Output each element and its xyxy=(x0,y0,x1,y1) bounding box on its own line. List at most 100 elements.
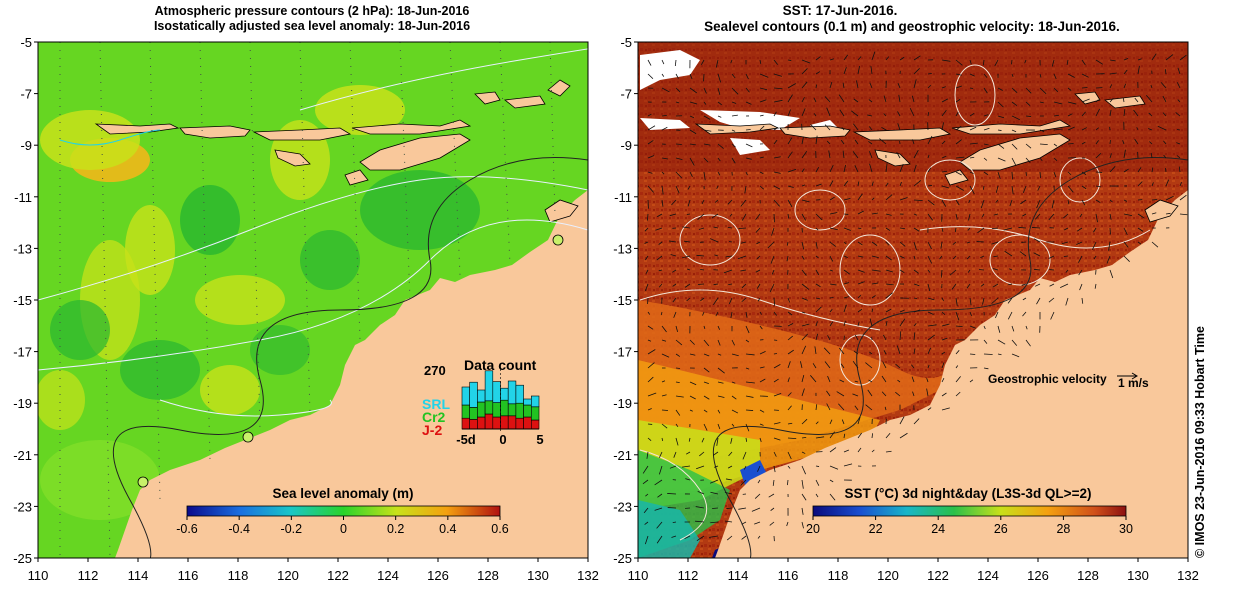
velocity-arrow xyxy=(675,73,679,79)
sla-anomaly-patches xyxy=(38,85,480,520)
velocity-arrow xyxy=(767,241,775,249)
velocity-arrow xyxy=(870,66,873,75)
velocity-arrow xyxy=(955,311,960,321)
velocity-arrow xyxy=(710,491,719,495)
tide-gauge-markers xyxy=(137,234,564,488)
velocity-arrow xyxy=(669,240,677,243)
velocity-arrow xyxy=(755,227,761,233)
velocity-arrow xyxy=(1008,283,1013,286)
velocity-arrow xyxy=(1066,59,1069,65)
velocity-arrow xyxy=(843,67,847,75)
velocity-arrow xyxy=(703,143,711,146)
x-tick-label: 120 xyxy=(277,568,299,583)
velocity-arrow xyxy=(983,114,989,117)
velocity-arrow xyxy=(1051,199,1055,209)
velocity-arrow xyxy=(1109,109,1112,117)
velocity-arrow xyxy=(801,323,810,327)
velocity-arrow xyxy=(815,255,819,259)
velocity-arrow xyxy=(672,269,677,273)
velocity-arrow xyxy=(1011,87,1018,93)
velocity-arrow xyxy=(674,59,677,67)
velocity-legend-scale: 1 m/s xyxy=(1118,376,1149,390)
velocity-arrow xyxy=(715,59,719,68)
velocity-arrow xyxy=(993,255,999,258)
velocity-arrow xyxy=(995,185,999,193)
velocity-arrow xyxy=(883,350,887,355)
velocity-arrow xyxy=(869,126,873,131)
velocity-arrow xyxy=(871,282,879,285)
colorbar-tick-label: 26 xyxy=(994,522,1008,536)
velocity-legend-arrowhead xyxy=(1131,372,1138,380)
x-tick-label: 126 xyxy=(1027,568,1049,583)
velocity-arrow xyxy=(955,365,959,369)
velocity-arrow xyxy=(801,283,810,290)
velocity-arrow xyxy=(801,213,807,221)
velocity-arrow xyxy=(967,227,971,231)
pressure-contours xyxy=(38,48,588,417)
velocity-arrow xyxy=(952,255,957,260)
velocity-arrow xyxy=(899,255,905,259)
velocity-arrow xyxy=(854,334,859,341)
velocity-arrow xyxy=(647,339,652,342)
velocity-arrow xyxy=(728,451,733,457)
velocity-arrow xyxy=(852,151,859,159)
velocity-arrow xyxy=(829,58,835,61)
sla-colorbar-label: Sea level anomaly (m) xyxy=(272,486,413,501)
velocity-arrow xyxy=(913,348,916,355)
velocity-arrow xyxy=(871,269,881,272)
velocity-arrow xyxy=(647,171,653,174)
velocity-arrow xyxy=(787,185,794,188)
y-tick-label: -25 xyxy=(613,551,632,566)
velocity-arrow xyxy=(983,171,989,176)
velocity-arrow xyxy=(815,71,821,75)
velocity-arrow xyxy=(787,392,792,397)
velocity-arrow xyxy=(851,110,859,117)
velocity-arrow xyxy=(773,99,783,103)
velocity-arrow xyxy=(675,171,683,179)
velocity-arrow xyxy=(1020,199,1027,205)
velocity-arrow xyxy=(773,311,777,316)
velocity-arrow xyxy=(703,101,707,105)
velocity-arrow xyxy=(711,213,719,219)
velocity-legend-label: Geostrophic velocity xyxy=(988,372,1107,386)
data-count-bar-cr2 xyxy=(523,404,532,418)
velocity-arrow xyxy=(759,59,762,64)
velocity-arrow xyxy=(969,325,976,329)
velocity-arrow xyxy=(714,465,719,468)
velocity-arrow xyxy=(1094,283,1097,289)
velocity-arrow xyxy=(696,465,705,470)
velocity-arrow xyxy=(731,87,739,95)
velocity-arrow xyxy=(982,297,985,305)
velocity-arrow xyxy=(659,451,663,458)
velocity-arrow xyxy=(1025,101,1031,106)
velocity-arrow xyxy=(1164,69,1167,75)
velocity-arrow xyxy=(675,395,684,398)
velocity-arrow xyxy=(1179,54,1187,61)
velocity-arrow xyxy=(709,535,719,538)
velocity-arrow xyxy=(815,183,822,187)
velocity-arrow xyxy=(745,381,755,384)
velocity-arrow xyxy=(1179,182,1182,187)
velocity-arrow xyxy=(1007,311,1013,320)
velocity-arrow xyxy=(992,283,999,288)
velocity-arrow xyxy=(717,339,721,346)
velocity-arrow xyxy=(727,199,733,205)
velocity-arrow xyxy=(717,101,722,106)
velocity-arrow xyxy=(913,55,921,61)
y-tick-label: -21 xyxy=(13,448,32,463)
velocity-arrow xyxy=(730,59,733,64)
velocity-arrow xyxy=(941,297,944,301)
velocity-arrow xyxy=(1022,311,1027,317)
velocity-arrow xyxy=(745,101,752,105)
velocity-arrow xyxy=(899,227,906,230)
velocity-arrow xyxy=(644,535,649,545)
velocity-arrow xyxy=(842,82,845,89)
velocity-arrow xyxy=(645,269,649,274)
velocity-arrow xyxy=(1025,157,1031,163)
velocity-arrow xyxy=(1109,166,1116,173)
y-tick-label: -11 xyxy=(614,190,632,205)
velocity-arrow xyxy=(786,521,789,527)
velocity-arrow xyxy=(656,213,663,218)
velocity-arrow xyxy=(695,506,705,509)
velocity-arrow xyxy=(1177,99,1181,103)
